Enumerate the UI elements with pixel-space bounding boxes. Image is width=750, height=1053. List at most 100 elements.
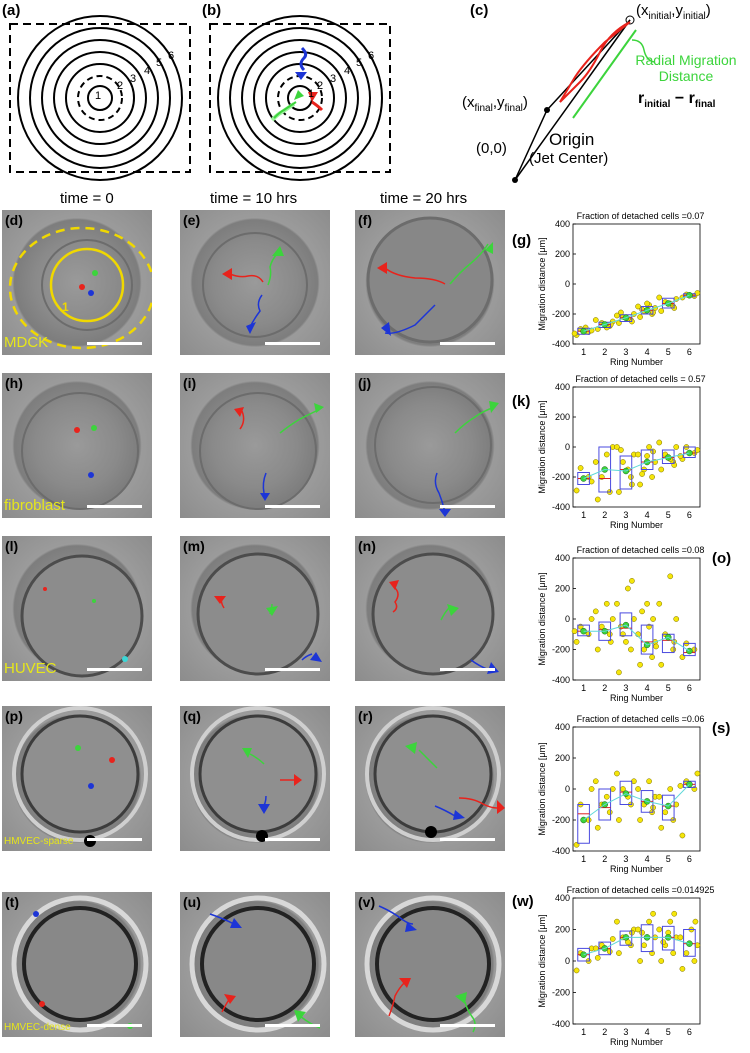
scale-bar — [87, 505, 142, 508]
schematic-area — [9, 15, 655, 183]
cell-type-label: HUVEC — [4, 660, 57, 677]
ring-number: 1 — [308, 88, 315, 100]
data-point — [606, 631, 613, 638]
data-point — [692, 918, 699, 925]
data-point — [671, 910, 678, 917]
micrograph-f: (f) — [355, 210, 505, 355]
panel-b-label: (b) — [202, 2, 222, 19]
data-point — [677, 934, 684, 941]
x-tick-label: 4 — [645, 854, 650, 864]
chart-k: Fraction of detached cells = 0.57 400 200 0… — [535, 371, 750, 536]
y-tick-label: 0 — [565, 956, 570, 966]
data-point — [616, 817, 622, 823]
data-point — [603, 600, 610, 607]
x-tick-label: 6 — [687, 683, 692, 693]
trend-line — [583, 624, 690, 652]
data-point — [637, 314, 643, 320]
y-axis-label: Migration distance [μm] — [537, 742, 547, 835]
cell-type-label: HMVEC-sparse — [4, 836, 74, 847]
y-tick-label: 0 — [565, 614, 570, 624]
data-point — [614, 918, 620, 925]
data-point — [592, 608, 599, 615]
data-point — [660, 939, 667, 945]
time-header-20: time = 20 hrs — [380, 190, 468, 207]
data-point — [614, 312, 620, 319]
box — [661, 925, 675, 951]
origin-label: Origin — [549, 130, 595, 149]
scale-bar — [87, 668, 142, 671]
y-tick-label: 400 — [555, 219, 570, 229]
data-point — [650, 910, 656, 917]
data-point — [670, 950, 677, 956]
y-tick-label: 200 — [555, 249, 570, 259]
chart-w: Fraction of detached cells =0.014925 400 2… — [535, 882, 750, 1053]
ring-number: 6 — [368, 50, 375, 62]
micrograph-m: (m) — [180, 536, 330, 681]
initial-coord-label: (xinitial,yinitial) — [636, 2, 711, 22]
data-point — [639, 471, 645, 477]
y-tick-label: 0 — [565, 784, 570, 794]
scale-bar — [265, 838, 320, 841]
data-point — [588, 786, 595, 792]
data-point — [618, 447, 624, 453]
y-tick-label: 400 — [555, 553, 570, 563]
data-point — [650, 616, 656, 622]
x-tick-label: 3 — [623, 347, 628, 357]
data-point — [573, 487, 580, 494]
data-point — [616, 950, 622, 956]
panel-a-label: (a) — [2, 2, 21, 19]
ring-one-marker: 1 — [62, 300, 69, 314]
box — [619, 612, 633, 637]
y-tick-label: -200 — [552, 472, 570, 482]
ring-number: 5 — [356, 57, 363, 69]
data-point — [683, 950, 690, 956]
ring-number: 1 — [95, 90, 102, 102]
x-tick-label: 1 — [581, 510, 586, 520]
y-tick-label: 0 — [565, 442, 570, 452]
ring-number: 6 — [168, 50, 175, 62]
y-axis-label: Migration distance [μm] — [537, 914, 547, 1007]
data-point — [646, 444, 652, 450]
data-point — [644, 600, 650, 607]
data-point — [635, 926, 641, 933]
data-point — [691, 958, 698, 964]
data-point — [658, 466, 665, 473]
y-tick-label: -400 — [552, 846, 570, 856]
data-point — [614, 770, 620, 777]
time-header-0: time = 0 — [60, 190, 114, 207]
data-point — [667, 786, 674, 792]
ring-number: 4 — [144, 65, 151, 77]
mean-marker — [686, 647, 693, 655]
scale-bar — [87, 342, 142, 345]
data-point — [637, 817, 643, 823]
box — [683, 446, 696, 458]
y-tick-label: 200 — [555, 753, 570, 763]
x-axis-label: Ring Number — [610, 357, 663, 367]
mean-marker — [686, 292, 693, 299]
x-tick-label: 4 — [645, 347, 650, 357]
x-tick-label: 5 — [666, 510, 671, 520]
box — [619, 455, 633, 490]
y-tick-label: -400 — [552, 339, 570, 349]
chart-label-g: (g) — [512, 232, 532, 249]
micrograph-j: (j) — [355, 373, 505, 518]
radial-migration-label: Radial Migration Distance — [635, 52, 737, 84]
schematic-b-rings — [209, 15, 391, 181]
data-point — [606, 809, 613, 816]
data-point — [616, 669, 622, 676]
x-axis-label: Ring Number — [610, 520, 663, 530]
data-point — [625, 585, 631, 592]
chart-title: Fraction of detached cells =0.08 — [577, 545, 705, 555]
trend-line — [583, 294, 690, 332]
x-tick-label: 4 — [645, 683, 650, 693]
x-tick-label: 5 — [666, 347, 671, 357]
data-point — [670, 646, 677, 653]
data-point — [653, 643, 659, 650]
data-point — [673, 444, 680, 450]
y-tick-label: 200 — [555, 412, 570, 422]
box — [640, 449, 654, 470]
y-tick-label: 200 — [555, 925, 570, 935]
x-tick-label: 6 — [687, 854, 692, 864]
box — [683, 642, 696, 657]
y-tick-label: -200 — [552, 309, 570, 319]
